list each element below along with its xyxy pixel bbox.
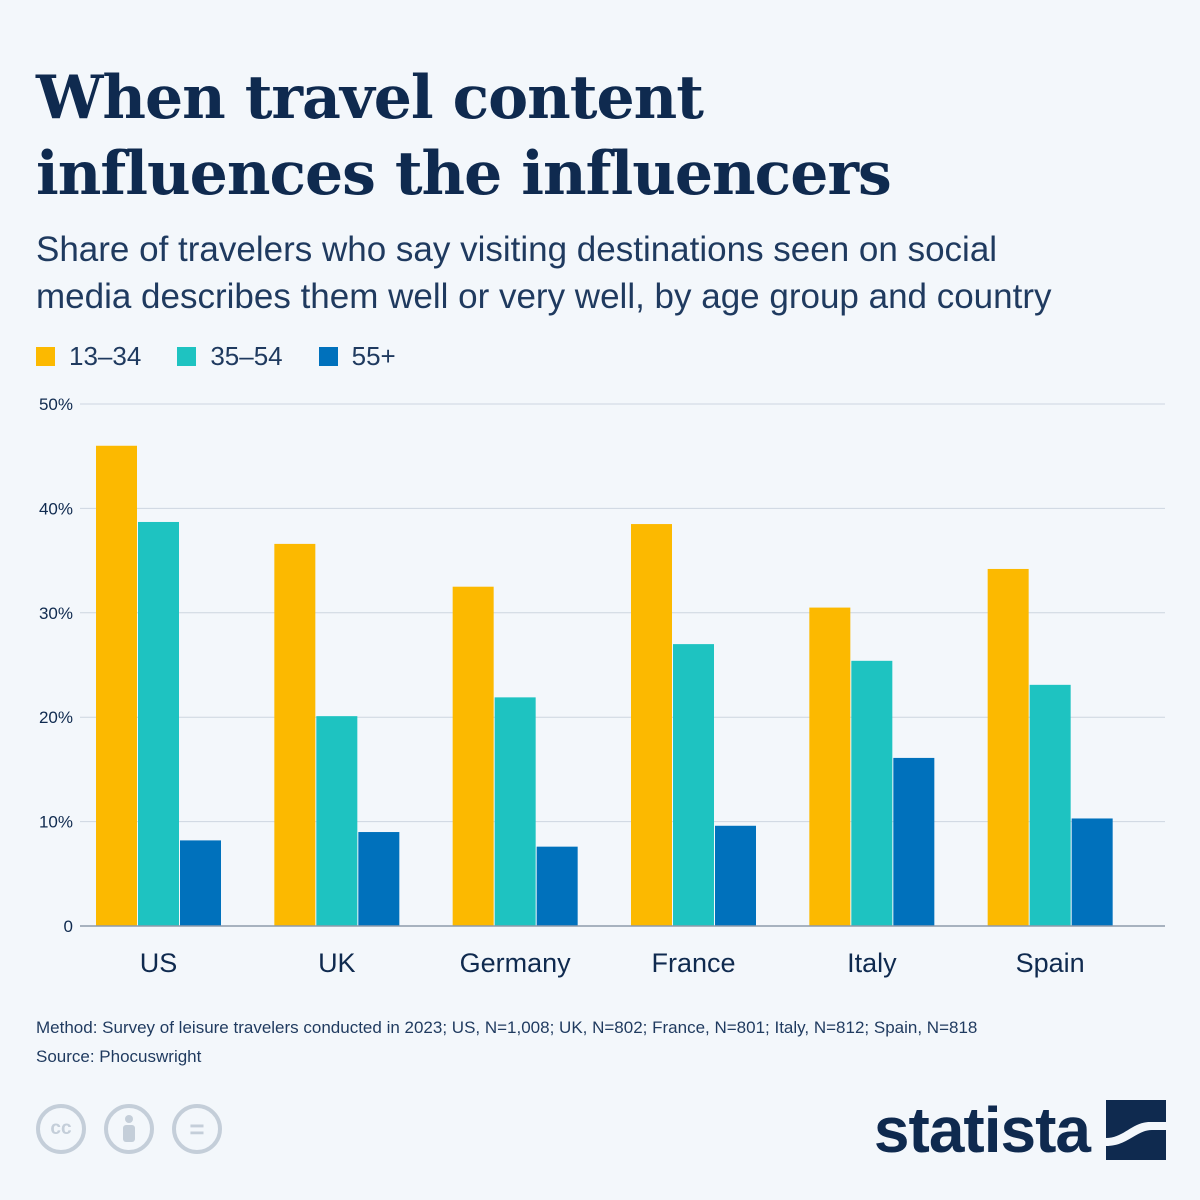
y-tick-label: 40%: [39, 499, 73, 518]
legend-item-55-plus: 55+: [318, 340, 396, 372]
attribution-person-icon: [104, 1104, 154, 1154]
bar: [851, 660, 893, 926]
bar: [1029, 684, 1071, 926]
y-tick-label: 20%: [39, 708, 73, 727]
legend-label-13-34: 13–34: [69, 340, 142, 371]
bar: [631, 524, 672, 926]
legend-label-35-54: 35–54: [210, 340, 283, 371]
legend-item-35-54: 35–54: [177, 340, 283, 372]
chart-title: When travel content influences the influ…: [36, 60, 1156, 212]
legend-label-55-plus: 55+: [351, 340, 396, 371]
bar: [987, 568, 1029, 926]
bar: [536, 846, 578, 926]
person-glyph: [123, 1115, 135, 1142]
legend-swatch-13-34: [36, 346, 55, 366]
x-tick-label: UK: [318, 948, 356, 978]
source-note: Source: Phocuswright: [36, 1047, 202, 1066]
bar: [96, 445, 137, 926]
footnote: Method: Survey of leisure travelers cond…: [36, 1013, 977, 1071]
bar: [715, 825, 756, 926]
legend-swatch-55-plus: [318, 346, 338, 366]
bar: [1071, 818, 1113, 926]
legend-swatch-35-54: [177, 346, 197, 366]
bar: [893, 757, 935, 926]
subtitle-line-1: Share of travelers who say visiting dest…: [36, 230, 998, 269]
bar: [180, 840, 221, 926]
bar: [494, 697, 536, 926]
y-tick-label: 50%: [39, 395, 73, 414]
subtitle-line-2: media describes them well or very well, …: [36, 277, 1052, 316]
bar: [138, 521, 179, 926]
statista-logo[interactable]: statista: [874, 1098, 1166, 1162]
creative-commons-icon: cc: [36, 1104, 86, 1154]
legend: 13–34 35–54 55+: [36, 338, 432, 374]
x-tick-label: Italy: [847, 948, 897, 978]
bar: [809, 607, 851, 926]
x-tick-label: Spain: [1016, 948, 1085, 978]
bar: [274, 543, 316, 926]
x-tick-label: Germany: [460, 948, 572, 978]
bar-chart: 0 10% 20% 30% 40% 50% US UK Germany France Italy Sp…: [39, 395, 1165, 978]
brand-name: statista: [873, 1094, 1091, 1166]
legend-item-13-34: 13–34: [36, 341, 141, 372]
no-derivatives-equals-icon: =: [172, 1104, 222, 1154]
y-tick-label: 30%: [39, 604, 73, 623]
license-icons: cc =: [36, 1104, 240, 1154]
title-line-2: influences the influencers: [36, 139, 892, 209]
chart-subtitle: Share of travelers who say visiting dest…: [36, 226, 1176, 320]
title-line-1: When travel content: [36, 63, 704, 133]
bar: [452, 586, 494, 926]
y-tick-label: 10%: [39, 813, 73, 832]
statista-mark-icon: [1106, 1100, 1166, 1160]
bar: [673, 644, 714, 926]
y-tick-label: 0: [64, 917, 73, 936]
method-note: Method: Survey of leisure travelers cond…: [36, 1018, 978, 1037]
x-tick-label: France: [651, 948, 735, 978]
x-tick-label: US: [140, 948, 178, 978]
bar: [358, 832, 400, 926]
bar: [316, 716, 358, 926]
